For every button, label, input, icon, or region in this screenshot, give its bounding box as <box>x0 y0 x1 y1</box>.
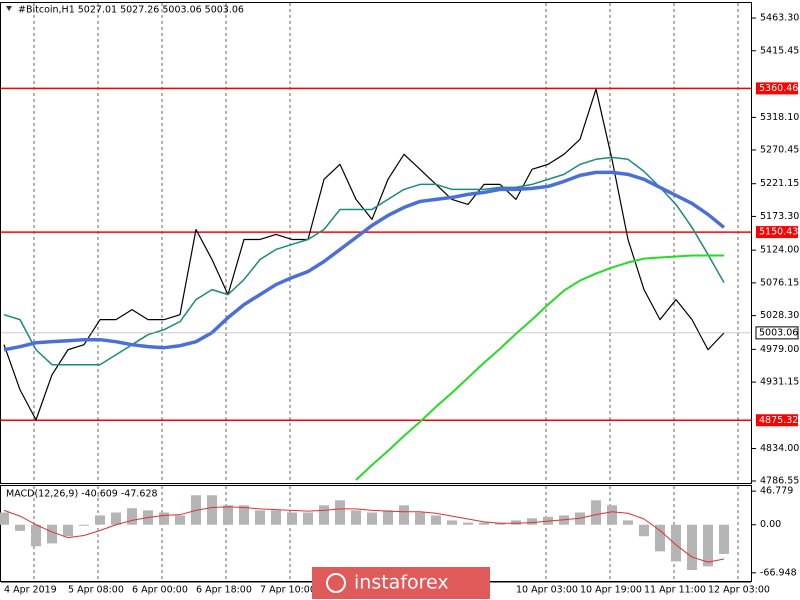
y-tick-label: 0.00 <box>760 519 781 530</box>
macd-bar <box>367 512 377 525</box>
macd-bar <box>79 524 89 526</box>
macd-bar <box>447 520 457 525</box>
macd-bar <box>47 524 57 544</box>
y-tick-label: 5076.15 <box>760 277 799 288</box>
macd-bar <box>719 524 729 554</box>
watermark-logo <box>326 573 346 593</box>
macd-bar <box>15 524 25 531</box>
series-line <box>3 170 726 352</box>
y-tick-label: 4931.15 <box>760 377 799 388</box>
macd-bar <box>127 508 137 525</box>
level-label-box <box>756 226 798 239</box>
macd-bar <box>527 518 537 525</box>
macd-bar <box>639 524 649 537</box>
macd-bar <box>671 524 681 562</box>
level-label-box <box>756 82 798 95</box>
macd-title: MACD(12,26,9) -40.609 -47.628 <box>6 489 158 500</box>
macd-bar <box>63 524 73 537</box>
y-tick-label: 5173.30 <box>760 211 799 222</box>
macd-bar <box>239 505 249 525</box>
chart-title: #Bitcoin,H1 5027.01 5027.26 5003.06 5003… <box>18 5 244 16</box>
y-tick-label: 4786.55 <box>760 475 799 486</box>
macd-bar <box>383 510 393 525</box>
y-tick-label: 5270.45 <box>760 144 799 155</box>
last-price-label: 5003.06 <box>759 327 798 338</box>
macd-bar <box>431 515 441 525</box>
series-line <box>3 506 725 563</box>
macd-bar <box>303 512 313 525</box>
watermark: instaforex <box>354 572 449 594</box>
y-tick-label: 4979.00 <box>760 344 799 355</box>
x-tick-label: 10 Apr 19:00 <box>580 585 642 596</box>
macd-bar <box>175 515 185 525</box>
macd-bar <box>319 505 329 525</box>
macd-bar <box>607 505 617 525</box>
macd-bar <box>511 520 521 525</box>
x-tick-label: 10 Apr 03:00 <box>516 585 578 596</box>
level-label: 5360.46 <box>759 83 798 94</box>
macd-bar <box>623 520 633 525</box>
macd-bar <box>111 512 121 525</box>
y-tick-label: 4834.00 <box>760 443 799 454</box>
y-tick-label: 5221.15 <box>760 178 799 189</box>
y-tick-label: 46.779 <box>760 486 793 497</box>
y-tick-label: 5124.00 <box>760 245 799 256</box>
macd-bar <box>463 522 473 525</box>
macd-bar <box>287 512 297 525</box>
macd-bar <box>687 524 697 571</box>
x-tick-label: 4 Apr 2019 <box>4 585 57 596</box>
macd-bar <box>655 524 665 552</box>
y-tick-label: 5463.30 <box>760 13 799 24</box>
macd-bar <box>0 512 9 525</box>
x-tick-label: 6 Apr 18:00 <box>196 585 252 596</box>
macd-bar <box>351 510 361 525</box>
title-icon <box>6 6 12 11</box>
macd-bar <box>479 522 489 525</box>
macd-bar <box>399 505 409 525</box>
x-tick-label: 6 Apr 00:00 <box>132 585 188 596</box>
x-tick-label: 5 Apr 08:00 <box>68 585 124 596</box>
y-tick-label: 5028.30 <box>760 310 799 321</box>
macd-bar <box>95 515 105 525</box>
level-label-box <box>756 414 798 427</box>
y-tick-label: 5318.10 <box>760 112 799 123</box>
y-tick-label: 5415.45 <box>760 45 799 56</box>
level-label: 5150.43 <box>759 227 798 238</box>
macd-bar <box>31 524 41 547</box>
macd-bar <box>415 512 425 525</box>
last-price-box <box>755 326 799 340</box>
level-label: 4875.32 <box>759 415 798 426</box>
x-tick-label: 7 Apr 10:00 <box>260 585 316 596</box>
main-panel <box>0 2 752 484</box>
macd-bar <box>255 510 265 525</box>
macd-bar <box>223 505 233 525</box>
y-tick-label: -66.948 <box>760 567 797 578</box>
macd-panel <box>0 485 752 582</box>
series-line <box>3 156 725 366</box>
series-line <box>355 254 724 481</box>
x-tick-label: 12 Apr 03:00 <box>708 585 770 596</box>
macd-bar <box>271 510 281 525</box>
macd-bar <box>335 500 345 525</box>
macd-bar <box>207 495 217 525</box>
macd-bar <box>591 500 601 525</box>
x-tick-label: 11 Apr 11:00 <box>644 585 706 596</box>
macd-bar <box>159 512 169 525</box>
watermark-box <box>312 567 490 599</box>
macd-bar <box>703 524 713 567</box>
